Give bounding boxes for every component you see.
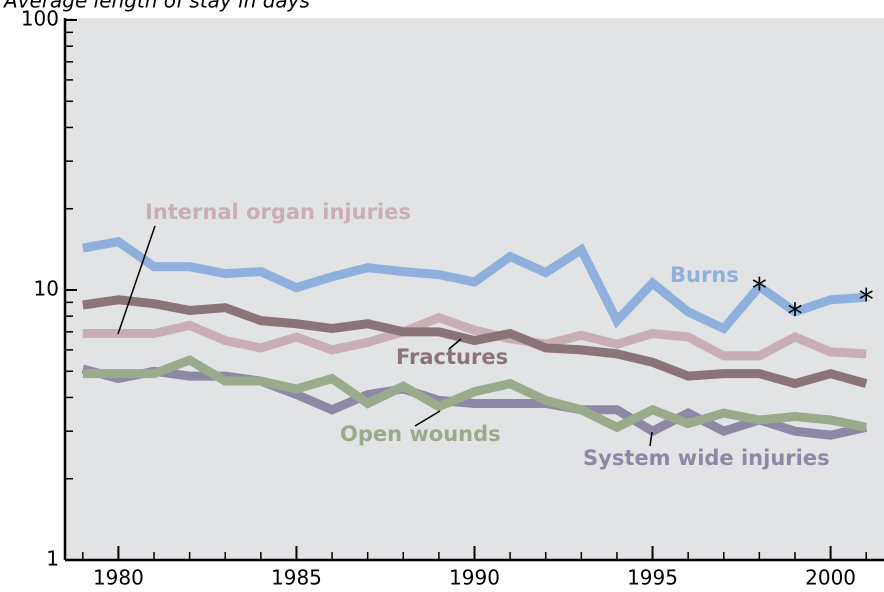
series-line bbox=[82, 312, 867, 361]
y-tick-label: 1 bbox=[46, 547, 59, 571]
leader-line bbox=[649, 431, 653, 447]
leader-line bbox=[117, 225, 156, 335]
x-tick-label: 1990 bbox=[449, 566, 500, 590]
leader-line bbox=[448, 338, 462, 350]
series-label: Burns bbox=[670, 263, 739, 287]
annotation: * bbox=[859, 283, 874, 318]
annotation: * bbox=[752, 272, 767, 307]
series-label: Internal organ injuries bbox=[145, 200, 411, 224]
x-tick-label: 2000 bbox=[805, 566, 856, 590]
x-tick-label: 1995 bbox=[627, 566, 678, 590]
series-line bbox=[82, 236, 867, 335]
x-tick-label: 1980 bbox=[93, 566, 144, 590]
y-tick-label: 10 bbox=[34, 277, 59, 301]
x-tick-label: 1985 bbox=[271, 566, 322, 590]
series-label: Open wounds bbox=[340, 422, 501, 446]
chart-title: Average length of stay in days bbox=[2, 0, 310, 13]
series-label: Fractures bbox=[396, 345, 508, 369]
plot-background bbox=[65, 18, 884, 560]
annotation: * bbox=[787, 297, 802, 332]
y-tick-label: 100 bbox=[21, 7, 59, 31]
leader-line bbox=[414, 410, 441, 427]
series-line bbox=[82, 355, 868, 433]
series-line bbox=[82, 295, 868, 389]
series-label: System wide injuries bbox=[583, 446, 830, 470]
